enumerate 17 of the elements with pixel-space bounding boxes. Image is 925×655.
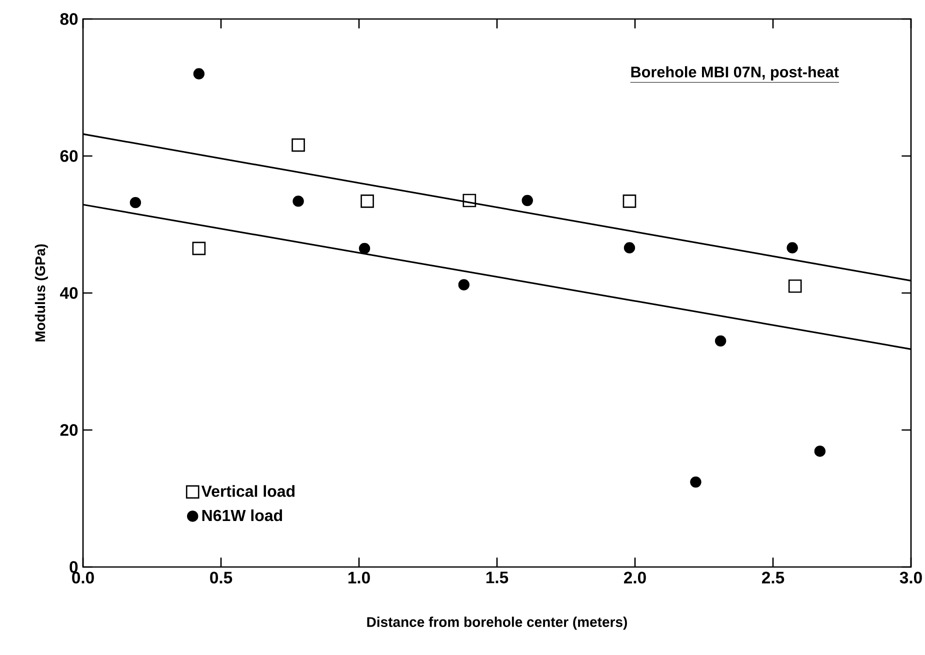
legend-label: Vertical load (201, 485, 294, 497)
y-tick-label: 0 (70, 561, 78, 573)
x-tick-label: 1.0 (348, 572, 370, 584)
x-tick-label: 3.0 (900, 572, 922, 584)
x-tick-label: 2.5 (762, 572, 784, 584)
legend-label: N61W load (202, 509, 282, 522)
y-tick-label: 80 (60, 13, 78, 25)
y-tick-label: 40 (60, 287, 78, 299)
y-tick-label: 60 (60, 150, 78, 162)
x-tick-label: 0.0 (72, 572, 94, 584)
x-tick-label: 2.0 (624, 572, 646, 584)
y-tick-label: 20 (60, 424, 78, 436)
text: Borehole MBI 07N, post-heat (631, 66, 839, 80)
x-tick-label: 1.5 (486, 572, 508, 584)
y-axis-title: Modulus (GPa) (34, 244, 48, 342)
x-axis-title: Distance from borehole center (meters) (367, 616, 627, 630)
x-tick-label: 0.5 (210, 572, 232, 584)
